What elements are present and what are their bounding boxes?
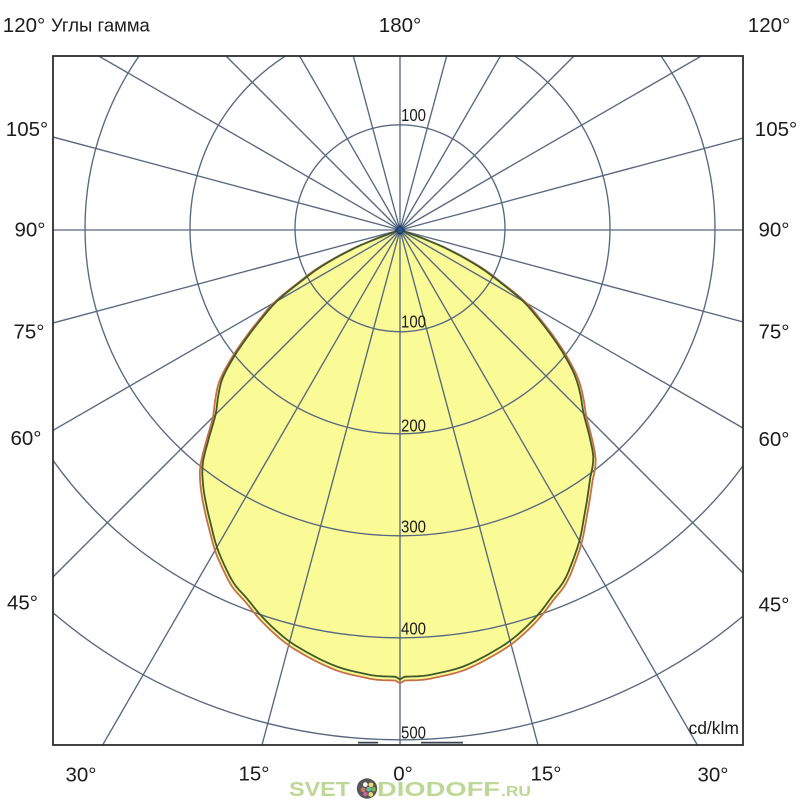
svg-text:300: 300 [401, 516, 426, 536]
svg-text:DIODOFF: DIODOFF [377, 779, 500, 800]
svg-text:75°: 75° [758, 320, 789, 343]
svg-text:60°: 60° [758, 428, 789, 451]
svg-text:100: 100 [401, 311, 426, 331]
svg-text:105°: 105° [6, 118, 48, 141]
svg-text:75°: 75° [13, 320, 44, 343]
svg-text:30°: 30° [697, 763, 728, 786]
svg-text:100: 100 [401, 105, 426, 125]
svg-text:45°: 45° [758, 593, 789, 616]
svg-text:Углы гамма: Углы гамма [51, 15, 151, 36]
svg-text:60°: 60° [10, 427, 41, 450]
svg-text:200: 200 [401, 415, 426, 435]
svg-text:15°: 15° [530, 762, 561, 785]
svg-text:SVET: SVET [289, 779, 350, 800]
svg-text:120°: 120° [748, 14, 790, 37]
svg-text:400: 400 [401, 618, 426, 638]
svg-text:90°: 90° [758, 218, 789, 241]
svg-text:180°: 180° [379, 14, 421, 37]
svg-text:500: 500 [401, 722, 426, 742]
svg-text:.RU: .RU [501, 784, 531, 800]
svg-text:90°: 90° [14, 218, 45, 241]
svg-text:30°: 30° [65, 763, 96, 786]
svg-text:15°: 15° [238, 762, 269, 785]
svg-text:0°: 0° [393, 762, 413, 785]
svg-text:105°: 105° [755, 118, 797, 141]
svg-text:120°: 120° [3, 14, 45, 37]
svg-text:cd/klm: cd/klm [688, 718, 739, 738]
svg-text:45°: 45° [7, 591, 38, 614]
